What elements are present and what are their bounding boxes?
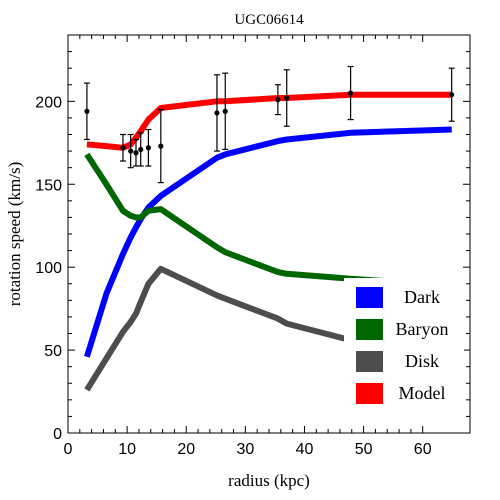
data-point <box>138 146 144 153</box>
observed-point <box>222 72 229 151</box>
data-point <box>449 92 455 98</box>
series-line-dark <box>84 126 452 358</box>
data-point <box>347 90 354 96</box>
y-tick-label: 50 <box>44 343 62 360</box>
data-point <box>120 145 126 151</box>
y-tick-label: 100 <box>35 260 62 277</box>
x-tick-label: 30 <box>236 441 254 458</box>
series-line-disk <box>84 265 453 392</box>
y-tick-label: 200 <box>35 94 62 111</box>
observed-point <box>137 132 144 167</box>
observed-point <box>274 84 281 116</box>
y-axis-ticks: 0 50 100 150 200 <box>35 51 470 443</box>
y-axis-label: rotation speed (km/s) <box>5 162 24 306</box>
data-point <box>133 150 139 156</box>
legend-swatch-model <box>356 383 383 404</box>
data-point <box>158 143 164 149</box>
x-tick-label: 50 <box>355 441 373 458</box>
legend-swatch-baryon <box>356 319 383 340</box>
data-point <box>84 108 90 114</box>
data-point <box>145 145 151 151</box>
y-tick-label: 0 <box>53 426 62 443</box>
x-tick-label: 60 <box>414 441 432 458</box>
observed-point <box>283 69 290 127</box>
y-tick-label: 150 <box>35 177 62 194</box>
data-point <box>214 110 220 116</box>
observed-point <box>213 74 220 152</box>
x-tick-label: 40 <box>296 441 314 458</box>
observed-point <box>157 109 164 184</box>
legend: Dark Baryon Disk Model <box>344 278 464 416</box>
observed-points-layer <box>83 65 455 184</box>
x-tick-label: 0 <box>64 441 73 458</box>
observed-point <box>448 67 455 122</box>
data-point <box>222 108 228 114</box>
x-axis-label: radius (kpc) <box>228 471 310 490</box>
observed-point <box>83 82 90 141</box>
series-line-baryon <box>84 152 452 289</box>
observed-point <box>119 133 126 162</box>
observed-point <box>127 133 134 169</box>
observed-point <box>145 128 152 167</box>
legend-swatch-dark <box>356 287 383 308</box>
legend-label-disk: Disk <box>405 351 439 371</box>
observed-point <box>347 65 354 121</box>
legend-swatch-disk <box>356 351 383 372</box>
data-point <box>284 95 290 101</box>
x-tick-label: 20 <box>177 441 195 458</box>
legend-label-baryon: Baryon <box>396 319 449 339</box>
chart-title: UGC06614 <box>234 12 304 28</box>
x-axis-ticks: 0 10 20 30 40 50 60 <box>64 35 432 458</box>
data-point <box>128 148 134 154</box>
legend-label-dark: Dark <box>404 287 440 307</box>
series-line-model <box>86 91 452 151</box>
x-tick-label: 10 <box>118 441 136 458</box>
data-point <box>275 97 281 103</box>
legend-label-model: Model <box>399 383 446 403</box>
